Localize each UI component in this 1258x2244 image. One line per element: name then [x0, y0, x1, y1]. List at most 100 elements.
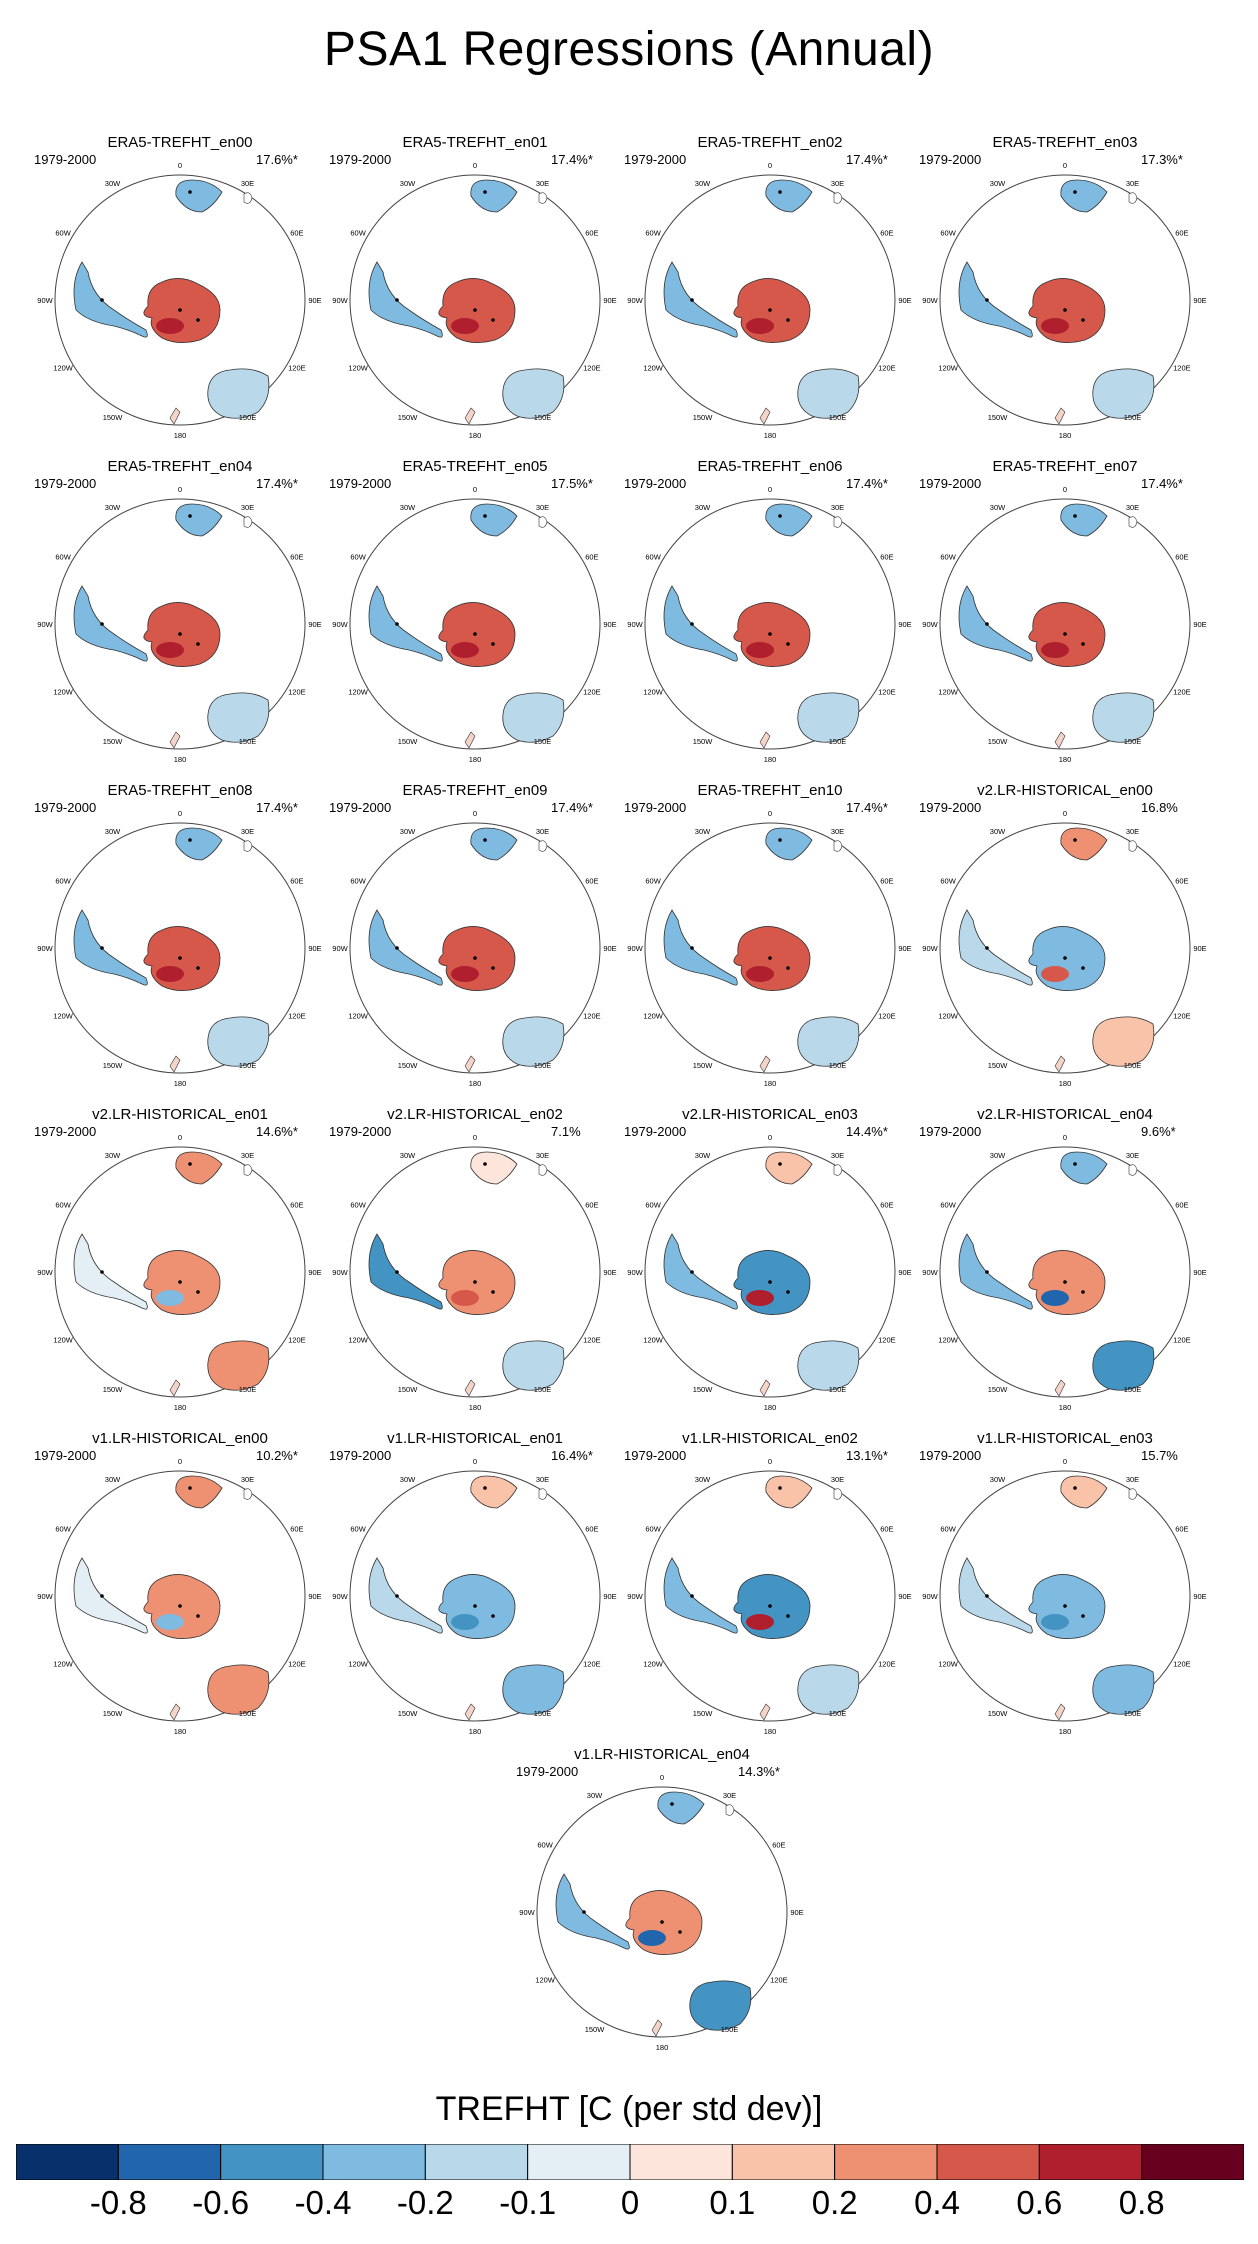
longitude-label: 60W	[940, 1201, 956, 1210]
longitude-label: 60E	[880, 1201, 893, 1210]
significance-dot	[778, 838, 782, 842]
south-america-landmass	[958, 909, 1033, 986]
new-zealand	[759, 407, 771, 425]
antarctica-anomaly	[156, 1614, 184, 1630]
significance-dot	[985, 946, 989, 950]
longitude-label: 30W	[695, 503, 711, 512]
significance-dot	[483, 1486, 487, 1490]
significance-dot	[768, 1280, 772, 1284]
longitude-label: 60W	[940, 229, 956, 238]
colorbar-tick-label: -0.1	[499, 2184, 557, 2221]
australia-landmass	[502, 1016, 565, 1067]
period-label: 1979-2000	[919, 476, 982, 491]
longitude-label: 90E	[1193, 944, 1206, 953]
madagascar	[538, 840, 548, 852]
longitude-label: 150W	[398, 413, 419, 422]
antarctica-anomaly	[451, 966, 479, 982]
longitude-label: 150E	[534, 1385, 552, 1394]
map-panel: v2.LR-HISTORICAL_en00 1979-2000 16.8% 0 30E 6…	[915, 776, 1215, 1096]
map-panel: ERA5-TREFHT_en02 1979-2000 17.4%* 0 30E 60E 90…	[620, 128, 920, 448]
significance-dot	[491, 642, 495, 646]
south-america-landmass	[663, 585, 738, 662]
australia-landmass	[1092, 1664, 1155, 1715]
significance-dot	[985, 1594, 989, 1598]
significance-dot	[491, 966, 495, 970]
polar-map: 0 30E 60E 90E 120E 150E 180 150W 120W 90W 60W 30W	[922, 809, 1206, 1088]
colorbar-tick-label: 0.6	[1016, 2184, 1063, 2221]
longitude-label: 30W	[587, 1791, 603, 1800]
significance-dot	[196, 966, 200, 970]
significance-dot	[473, 1280, 477, 1284]
period-label: 1979-2000	[329, 1124, 392, 1139]
australia-landmass	[207, 1664, 270, 1715]
longitude-label: 0	[178, 809, 182, 818]
longitude-label: 90W	[37, 296, 53, 305]
longitude-label: 150E	[1124, 1061, 1142, 1070]
map-panel: ERA5-TREFHT_en04 1979-2000 17.4%* 0 30E 60E 90…	[30, 452, 330, 772]
significance-dot	[188, 190, 192, 194]
longitude-label: 30W	[990, 827, 1006, 836]
longitude-label: 60E	[1175, 229, 1188, 238]
antarctica-anomaly	[638, 1930, 666, 1946]
longitude-label: 60W	[940, 877, 956, 886]
madagascar	[538, 516, 548, 528]
longitude-label: 150E	[1124, 737, 1142, 746]
period-label: 1979-2000	[34, 1124, 97, 1139]
longitude-label: 180	[469, 431, 482, 440]
longitude-label: 120W	[643, 1660, 664, 1669]
colorbar-tick-label: -0.4	[294, 2184, 352, 2221]
longitude-label: 60W	[350, 1525, 366, 1534]
longitude-label: 60E	[1175, 553, 1188, 562]
longitude-label: 120W	[53, 688, 74, 697]
longitude-label: 90E	[1193, 1592, 1206, 1601]
africa-landmass	[657, 1791, 705, 1825]
longitude-label: 150W	[988, 1385, 1009, 1394]
longitude-label: 150E	[239, 737, 257, 746]
longitude-label: 30E	[1126, 1475, 1139, 1484]
longitude-label: 90W	[922, 1592, 938, 1601]
significance-dot	[1073, 514, 1077, 518]
longitude-label: 90W	[332, 1592, 348, 1601]
longitude-label: 30W	[105, 827, 121, 836]
madagascar	[1128, 516, 1138, 528]
significance-dot	[1081, 1290, 1085, 1294]
longitude-label: 30W	[990, 503, 1006, 512]
variance-percent: 17.4%*	[256, 476, 298, 491]
polar-map: 0 30E 60E 90E 120E 150E 180 150W 120W 90W 60W 30W	[37, 1457, 321, 1736]
variance-percent: 15.7%	[1141, 1448, 1178, 1463]
polar-map: 0 30E 60E 90E 120E 150E 180 150W 120W 90W 60W 30W	[37, 161, 321, 440]
longitude-label: 150W	[988, 737, 1009, 746]
map-panel: v1.LR-HISTORICAL_en02 1979-2000 13.1%* 0 30E…	[620, 1424, 920, 1744]
longitude-label: 60W	[55, 1201, 71, 1210]
longitude-label: 0	[1063, 1457, 1067, 1466]
longitude-label: 90E	[898, 296, 911, 305]
panel-title: v2.LR-HISTORICAL_en03	[682, 1106, 858, 1123]
longitude-label: 60W	[55, 1525, 71, 1534]
australia-landmass	[689, 1980, 752, 2031]
africa-landmass	[470, 179, 518, 213]
new-zealand	[1054, 1055, 1066, 1073]
new-zealand	[169, 407, 181, 425]
longitude-label: 150W	[585, 2025, 606, 2034]
variance-percent: 17.4%*	[846, 152, 888, 167]
longitude-label: 30W	[990, 1475, 1006, 1484]
madagascar	[243, 1164, 253, 1176]
longitude-label: 60W	[350, 553, 366, 562]
panel-title: ERA5-TREFHT_en04	[107, 458, 253, 475]
longitude-label: 150E	[829, 1709, 847, 1718]
polar-map: 0 30E 60E 90E 120E 150E 180 150W 120W 90W 60W 30W	[332, 1133, 616, 1412]
south-america-landmass	[73, 909, 148, 986]
longitude-label: 150E	[829, 1385, 847, 1394]
longitude-label: 30E	[723, 1791, 736, 1800]
longitude-label: 120W	[348, 364, 369, 373]
africa-landmass	[175, 1475, 223, 1509]
longitude-label: 120W	[53, 364, 74, 373]
colorbar-segment	[424, 2144, 529, 2180]
significance-dot	[491, 318, 495, 322]
longitude-label: 150W	[693, 413, 714, 422]
polar-map: 0 30E 60E 90E 120E 150E 180 150W 120W 90W 60W 30W	[627, 809, 911, 1088]
south-america-landmass	[663, 261, 738, 338]
longitude-label: 90W	[37, 1268, 53, 1277]
longitude-label: 0	[178, 485, 182, 494]
longitude-label: 0	[1063, 809, 1067, 818]
